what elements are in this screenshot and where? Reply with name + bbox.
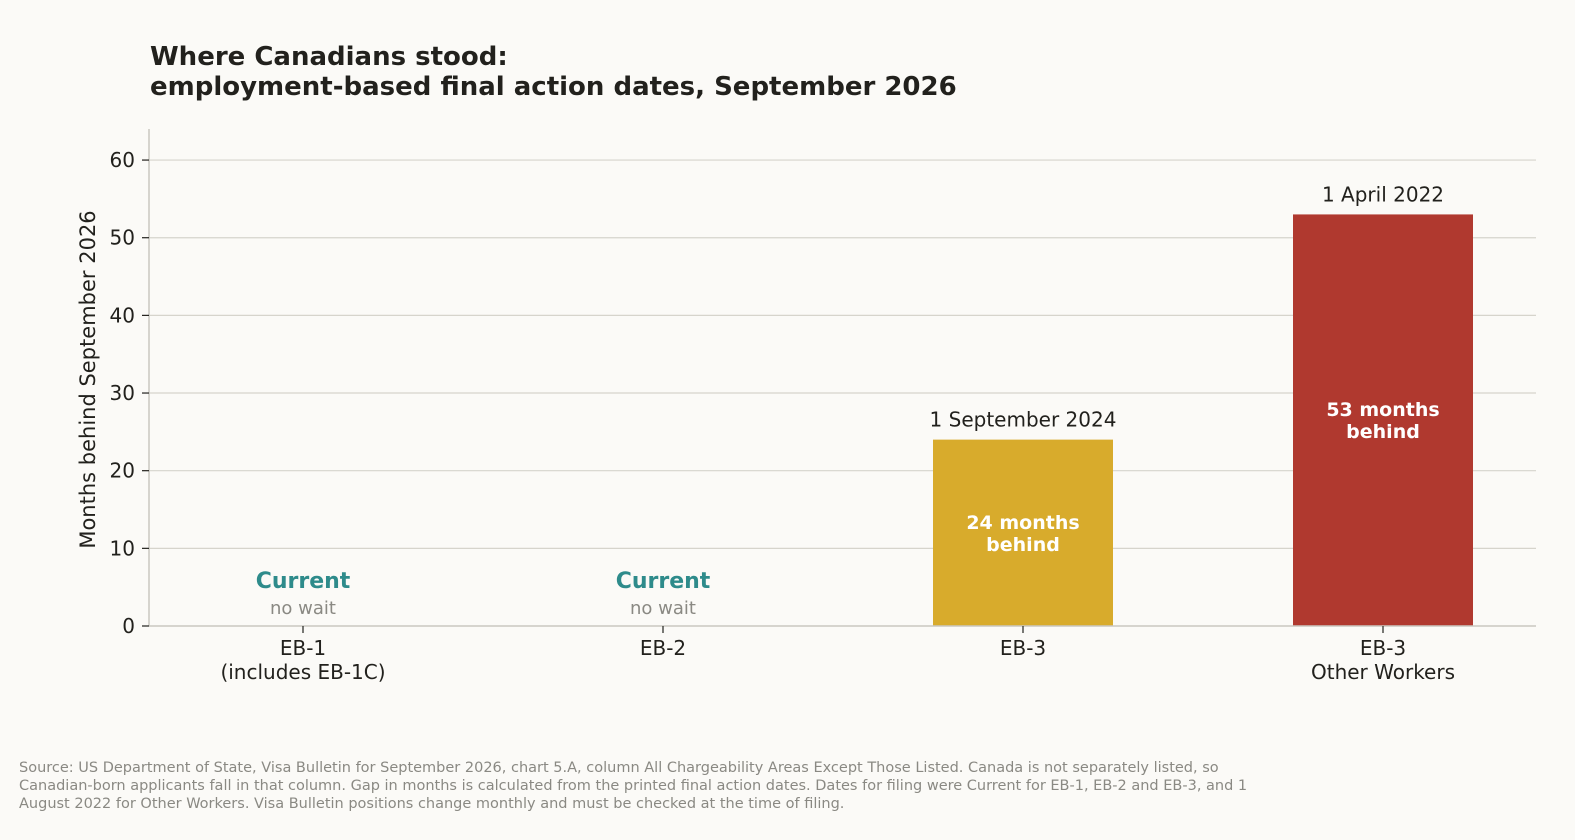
chart-title-line-2: employment-based final action dates, Sep… (150, 72, 957, 102)
y-tick-label: 50 (110, 226, 135, 250)
bar-inside-label: 24 months (966, 512, 1079, 534)
chart-title-line-1: Where Canadians stood: (150, 42, 508, 72)
source-note: Source: US Department of State, Visa Bul… (19, 760, 1248, 812)
y-tick-label: 0 (122, 614, 135, 638)
bar-inside-label: behind (986, 534, 1060, 556)
x-tick-label: EB-1 (280, 636, 326, 660)
y-axis-title: Months behind September 2026 (76, 210, 100, 548)
y-tick-label: 30 (110, 381, 135, 405)
bar-inside-label: 53 months (1326, 399, 1439, 421)
bar-date-label: 1 September 2024 (930, 408, 1117, 432)
bar-date-label: 1 April 2022 (1322, 182, 1444, 206)
y-tick-label: 60 (110, 148, 135, 172)
bar-inside-label: behind (1346, 421, 1420, 443)
x-tick-label: EB-3 (1360, 636, 1406, 660)
current-sub-label: no wait (270, 598, 336, 619)
x-tick-label: (includes EB-1C) (220, 660, 385, 684)
bar (933, 439, 1113, 626)
current-label: Current (256, 569, 351, 594)
current-sub-label: no wait (630, 598, 696, 619)
y-tick-label: 40 (110, 303, 135, 327)
chart-title: Where Canadians stood: employment-based … (150, 42, 957, 102)
y-tick-label: 20 (110, 459, 135, 483)
x-tick-label: Other Workers (1311, 660, 1455, 684)
x-tick-label: EB-2 (640, 636, 686, 660)
current-label: Current (616, 569, 711, 594)
bar (1293, 214, 1473, 626)
x-tick-label: EB-3 (1000, 636, 1046, 660)
y-tick-label: 10 (110, 536, 135, 560)
